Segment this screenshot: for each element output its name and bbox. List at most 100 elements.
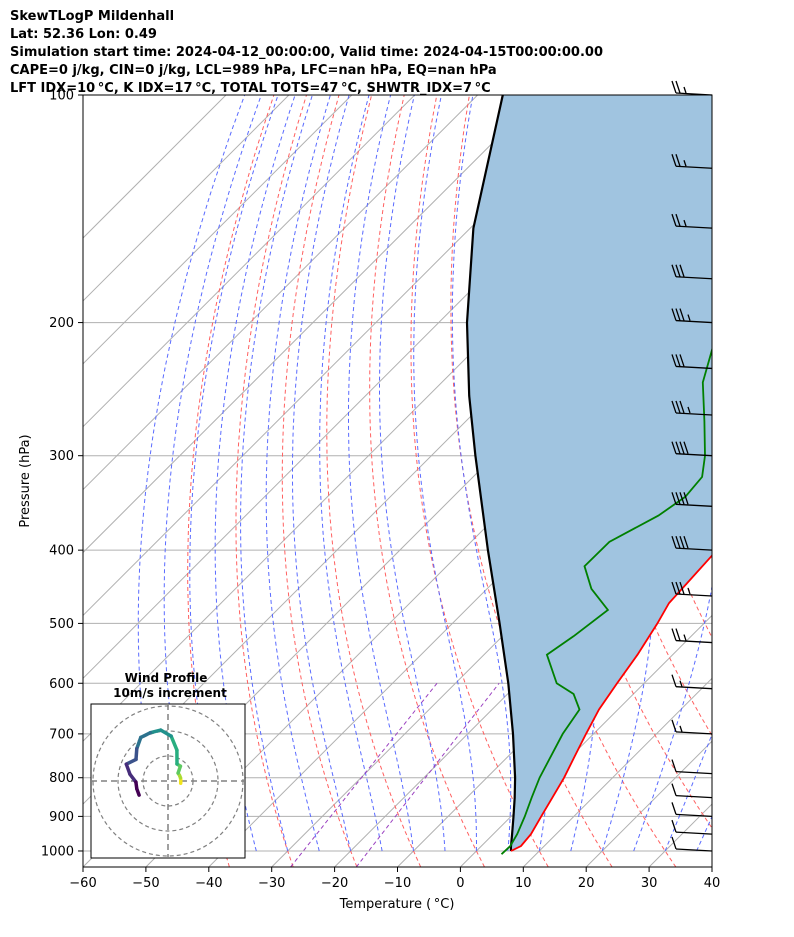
barb-full	[671, 719, 677, 733]
wind-barb	[671, 535, 713, 551]
barb-full	[679, 581, 685, 595]
isotherm-line	[522, 677, 712, 867]
barb-staff	[675, 276, 713, 280]
barb-half	[683, 634, 687, 641]
barb-full	[679, 441, 685, 454]
x-tick-label: −10	[384, 876, 411, 891]
isotherm-line	[334, 488, 712, 867]
barb-half	[683, 160, 687, 167]
x-tick-label: 30	[641, 876, 658, 891]
barb-staff	[675, 831, 713, 835]
y-axis-label: Pressure (hPa)	[18, 434, 33, 527]
barb-full	[675, 154, 681, 167]
moist-adiabat	[137, 95, 246, 852]
wind-barb	[671, 441, 713, 457]
y-tick-label: 100	[49, 89, 74, 104]
dry-adiabat	[730, 95, 794, 867]
barb-full	[671, 802, 677, 815]
barb-staff	[675, 503, 713, 507]
barb-full	[675, 400, 681, 414]
barb-half	[679, 725, 683, 733]
x-tick-label: 20	[578, 876, 595, 891]
hodograph-segment	[159, 728, 173, 738]
barb-full	[671, 819, 677, 833]
x-tick-label: 10	[515, 876, 532, 891]
barb-full	[671, 213, 677, 227]
hodograph-segment	[148, 728, 163, 735]
isotherm-line	[83, 95, 353, 365]
isotherm-line	[83, 95, 290, 302]
data-layer	[465, 95, 712, 855]
barb-full	[671, 674, 677, 687]
barb-full	[683, 441, 689, 454]
wind-barb	[671, 154, 713, 169]
barb-half	[687, 587, 691, 595]
hodograph-segment	[124, 757, 138, 766]
barb-full	[671, 492, 677, 505]
wind-profile-inset: Wind Profile 10m/s increment	[90, 671, 246, 859]
barb-staff	[675, 547, 713, 551]
wind-barbs	[671, 80, 713, 852]
x-tick-label: −60	[69, 876, 96, 891]
barb-staff	[675, 365, 713, 370]
y-tick-label: 1000	[41, 844, 74, 859]
inset-subtitle: 10m/s increment	[113, 686, 227, 700]
wind-barb	[671, 264, 713, 280]
moist-adiabat	[451, 95, 512, 852]
wind-barb	[671, 628, 713, 644]
moist-adiabat	[633, 95, 712, 852]
barb-full	[671, 836, 677, 850]
wind-barb	[671, 581, 713, 597]
barb-full	[675, 441, 681, 454]
hodograph-segment	[135, 735, 143, 751]
hodograph-segment	[139, 730, 153, 740]
barb-full	[675, 80, 681, 94]
barb-full	[679, 492, 685, 505]
barb-staff	[675, 686, 713, 690]
wind-barb	[671, 400, 713, 416]
y-tick-label: 200	[49, 316, 74, 331]
barb-staff	[675, 813, 713, 818]
y-tick-label: 600	[49, 677, 74, 692]
barb-full	[679, 264, 685, 277]
isotherm-line	[83, 95, 416, 428]
barb-full	[671, 264, 677, 277]
moist-adiabat	[379, 95, 446, 852]
y-tick-label: 400	[49, 544, 74, 559]
barb-full	[671, 80, 677, 94]
barb-half	[683, 86, 687, 94]
moist-adiabat	[348, 95, 414, 852]
inset-ring	[117, 730, 219, 832]
barb-full	[683, 535, 689, 549]
barb-full	[679, 535, 685, 549]
barb-full	[679, 400, 685, 414]
dry-adiabat	[187, 95, 275, 867]
barb-half	[679, 680, 683, 687]
wind-barb	[671, 354, 713, 370]
barb-full	[671, 535, 677, 549]
wind-barb	[671, 836, 713, 852]
hodograph-segment	[169, 734, 179, 752]
barb-full	[671, 308, 677, 321]
barb-staff	[675, 165, 713, 169]
x-tick-label: −20	[321, 876, 348, 891]
temperature-profile-line	[510, 554, 712, 852]
barb-full	[679, 354, 685, 367]
barb-full	[675, 581, 681, 595]
barb-staff	[675, 731, 713, 735]
title-location: Lat: 52.36 Lon: 0.49	[10, 27, 157, 42]
inset-plot	[91, 704, 245, 858]
isotherm-line	[83, 95, 478, 491]
wind-barb	[671, 80, 713, 96]
dry-adiabat	[763, 95, 794, 867]
moist-adiabat	[413, 95, 477, 851]
barb-staff	[675, 453, 713, 457]
wind-barb	[671, 674, 713, 690]
barb-full	[675, 264, 681, 277]
isotherm-line	[83, 95, 227, 239]
barb-full	[679, 308, 685, 321]
title-station: SkewTLogP Mildenhall	[10, 9, 175, 24]
barb-full	[671, 400, 677, 414]
y-tick-label: 900	[49, 810, 74, 825]
